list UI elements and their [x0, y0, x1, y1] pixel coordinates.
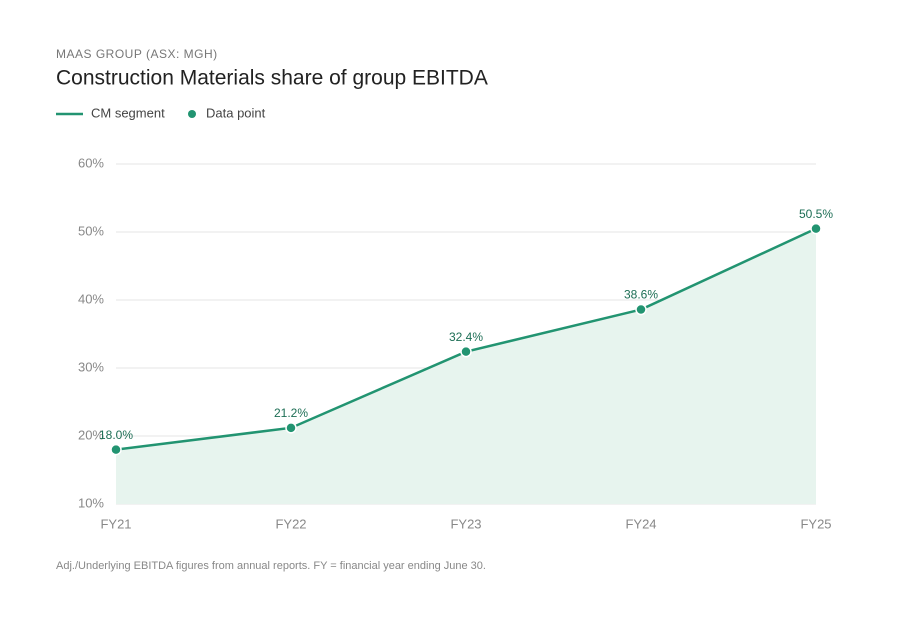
x-tick-label: FY25 — [800, 516, 831, 531]
data-label: 18.0% — [99, 428, 133, 442]
data-label: 38.6% — [624, 288, 658, 302]
data-label: 32.4% — [449, 330, 483, 344]
legend-label: Data point — [206, 105, 266, 120]
x-tick-label: FY22 — [275, 516, 306, 531]
data-point — [635, 303, 647, 316]
x-tick-label: FY23 — [450, 516, 481, 531]
y-tick-label: 20% — [78, 427, 104, 442]
chart-note: Adj./Underlying EBITDA figures from annu… — [56, 560, 486, 572]
y-tick-label: 60% — [78, 155, 104, 170]
data-point — [110, 443, 122, 456]
data-label: 21.2% — [274, 406, 308, 420]
y-tick-label: 50% — [78, 223, 104, 238]
legend-label: CM segment — [91, 105, 165, 120]
data-label: 50.5% — [799, 207, 833, 221]
y-tick-label: 40% — [78, 291, 104, 306]
data-point — [285, 422, 297, 434]
x-tick-label: FY24 — [625, 516, 656, 531]
y-tick-label: 30% — [78, 359, 104, 374]
chart-subtitle: MAAS GROUP (ASX: MGH) — [56, 47, 218, 61]
x-tick-label: FY21 — [100, 516, 131, 531]
area — [116, 228, 816, 504]
data-point — [810, 222, 822, 235]
chart-title: Construction Materials share of group EB… — [56, 67, 488, 90]
y-tick-label: 10% — [78, 495, 104, 510]
legend-marker — [188, 110, 196, 118]
data-point — [460, 345, 472, 358]
